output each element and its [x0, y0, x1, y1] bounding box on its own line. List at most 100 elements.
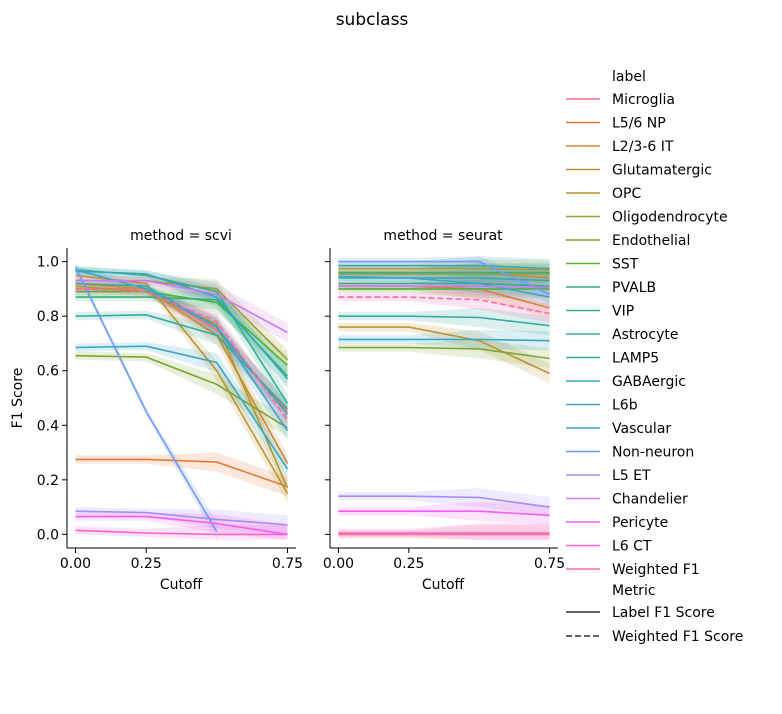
- series-lines: [74, 266, 289, 536]
- x-axis-label: Cutoff: [422, 577, 465, 593]
- series-line-l5-6-np: [75, 458, 288, 488]
- series-line-l6-ct: [75, 529, 288, 536]
- series-line-chandelier: [75, 279, 288, 334]
- series-line-pvalb: [338, 282, 550, 287]
- y-tick-label: 0.2: [37, 473, 59, 489]
- band-endothelial: [75, 351, 288, 438]
- suptitle: subclass: [336, 10, 409, 30]
- legend-label-l5-6-np: L5/6 NP: [612, 116, 666, 132]
- legend-label-endothelial: Endothelial: [612, 233, 690, 249]
- legend-label-opc: OPC: [612, 186, 641, 202]
- series-line-endothelial: [338, 346, 550, 360]
- band-l5-6-np: [75, 452, 288, 497]
- band-l6-ct: [75, 524, 288, 540]
- band-vascular: [338, 272, 550, 307]
- legend-label-entries: Microglia L5/6 NP L2/3-6 IT Glutamatergic OP…: [566, 92, 728, 578]
- legend-label-non-neuron: Non-neuron: [612, 445, 694, 461]
- series-line-glutamatergic: [338, 326, 550, 375]
- legend-label-oligodendrocyte: Oligodendrocyte: [612, 210, 728, 226]
- legend-label-pvalb: PVALB: [612, 280, 656, 296]
- series-line-non-neuron: [338, 260, 550, 296]
- band-l2-3-6-it: [75, 279, 288, 473]
- x-tick-label: 0.00: [60, 556, 91, 572]
- legend: label Microglia L5/6 NP L2/3-6 IT Glutamate…: [566, 69, 743, 645]
- x-ticks: 0.00 0.25 0.75: [323, 548, 565, 572]
- series-line-sst: [75, 290, 289, 366]
- legend-label-l6b: L6b: [612, 398, 638, 414]
- band-weighted-f1: [338, 290, 550, 323]
- y-tick-label: 0.4: [37, 418, 59, 434]
- series-line-pericyte: [75, 515, 288, 536]
- series-line-astrocyte: [338, 315, 550, 327]
- series-line-weighted-f1: [338, 296, 550, 315]
- panel-title: method = scvi: [130, 228, 232, 244]
- panel-title: method = seurat: [383, 228, 503, 244]
- y-ticks: 0.0 0.2 0.4 0.6 0.8 1.0: [37, 255, 67, 543]
- x-axis-label: Cutoff: [160, 577, 203, 593]
- legend-metric-entries: Label F1 Score Weighted F1 Score: [566, 605, 743, 645]
- legend-label-l5-et: L5 ET: [612, 468, 651, 484]
- series-line-astrocyte: [75, 313, 289, 410]
- legend-label-astrocyte: Astrocyte: [612, 327, 678, 343]
- band-pericyte: [338, 501, 550, 525]
- x-tick-label: 0.25: [131, 556, 162, 572]
- y-ticks: [325, 261, 330, 535]
- series-line-opc: [338, 267, 550, 271]
- facet-panel-seurat: method = seurat 0.00 0.25 0.75 Cutoff: [323, 228, 565, 593]
- band-l5-et: [338, 488, 550, 517]
- y-tick-label: 0.0: [37, 527, 59, 543]
- series-line-weighted-f1: [75, 288, 289, 421]
- x-tick-label: 0.75: [272, 556, 303, 572]
- band-endothelial: [338, 339, 550, 368]
- series-line-endothelial: [75, 354, 288, 429]
- x-tick-label: 0.00: [323, 556, 354, 572]
- y-tick-label: 0.8: [37, 309, 59, 325]
- y-axis-label: F1 Score: [10, 368, 26, 429]
- series-line-pericyte: [338, 510, 550, 517]
- band-oligodendrocyte: [75, 276, 288, 370]
- series-line-l6b: [338, 338, 550, 342]
- band-pvalb: [75, 290, 288, 386]
- legend-label-microglia: Microglia: [612, 92, 675, 108]
- series-line-vascular: [338, 275, 550, 298]
- band-weighted-f1: [75, 284, 288, 430]
- band-vip: [75, 265, 288, 413]
- series-line-gabaergic: [338, 264, 550, 270]
- legend-metric-label-weighted-f1-score: Weighted F1 Score: [612, 629, 743, 645]
- series-line-vascular: [75, 269, 289, 432]
- series-line-l5-et: [338, 495, 550, 508]
- x-tick-label: 0.75: [534, 556, 565, 572]
- legend-label-vip: VIP: [612, 304, 634, 320]
- series-line-l6b: [75, 345, 289, 470]
- legend-label-glutamatergic: Glutamatergic: [612, 163, 712, 179]
- series-line-non-neuron: [74, 266, 218, 533]
- band-l6b: [75, 342, 288, 479]
- band-l6-ct: [338, 523, 550, 540]
- legend-label-gabaergic: GABAergic: [612, 374, 686, 390]
- legend-title-metric: Metric: [612, 583, 656, 599]
- band-pericyte: [75, 512, 288, 540]
- x-ticks: 0.00 0.25 0.75: [60, 548, 303, 572]
- legend-label-chandelier: Chandelier: [612, 492, 688, 508]
- y-tick-label: 1.0: [37, 255, 59, 271]
- series-line-chandelier: [338, 285, 550, 289]
- band-sst: [75, 287, 288, 375]
- facet-panel-scvi: method = scvi 0.0 0.2 0.4 0.6 0.8 1.0 0.00 0.2…: [10, 228, 303, 593]
- band-astrocyte: [338, 308, 550, 336]
- series-lines: [338, 260, 550, 536]
- legend-label-lamp5: LAMP5: [612, 351, 659, 367]
- legend-metric-label-label-f1-score: Label F1 Score: [612, 605, 715, 621]
- legend-label-pericyte: Pericyte: [612, 515, 668, 531]
- legend-label-l6-ct: L6 CT: [612, 539, 652, 555]
- legend-label-weighted-f1: Weighted F1: [612, 562, 700, 578]
- series-line-l5-et: [75, 510, 288, 526]
- series-line-gabaergic: [75, 270, 289, 380]
- y-tick-label: 0.6: [37, 364, 59, 380]
- legend-label-sst: SST: [612, 257, 639, 273]
- series-line-l2-3-6-it: [75, 282, 289, 464]
- legend-title-label: label: [612, 69, 646, 85]
- confidence-bands: [75, 263, 288, 540]
- legend-label-l2-3-6-it: L2/3-6 IT: [612, 139, 674, 155]
- x-tick-label: 0.25: [393, 556, 424, 572]
